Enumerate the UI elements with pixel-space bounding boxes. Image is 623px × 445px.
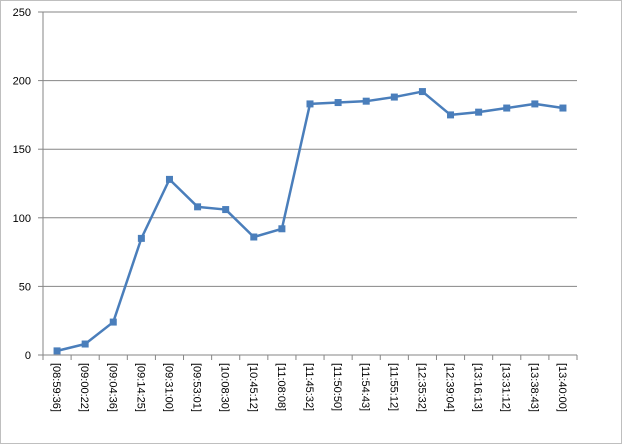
x-tick-label: [09:14:25] bbox=[134, 363, 146, 412]
data-marker bbox=[81, 340, 89, 348]
data-marker bbox=[109, 318, 117, 326]
x-tick-label: [13:38:43] bbox=[528, 363, 540, 412]
x-tick-label: [10:08:30] bbox=[219, 363, 231, 412]
x-tick-label: [09:00:22] bbox=[78, 363, 90, 412]
data-marker bbox=[250, 233, 258, 241]
x-tick-label: [11:45:32] bbox=[303, 363, 315, 411]
x-tick-label: [11:50:50] bbox=[331, 363, 343, 411]
data-marker bbox=[334, 99, 342, 107]
data-marker bbox=[447, 111, 455, 119]
data-marker bbox=[194, 203, 202, 211]
x-tick-label: [10:45:12] bbox=[247, 363, 259, 412]
data-marker bbox=[306, 100, 314, 108]
data-marker bbox=[475, 108, 483, 116]
x-tick-label: [09:31:00] bbox=[162, 363, 174, 412]
data-marker bbox=[165, 175, 173, 183]
y-tick-label: 150 bbox=[13, 144, 31, 156]
x-tick-label: [13:16:13] bbox=[472, 363, 484, 412]
x-tick-label: [11:08:08] bbox=[275, 363, 287, 411]
data-marker bbox=[137, 234, 145, 242]
x-tick-label: [08:59:36] bbox=[50, 363, 62, 412]
y-tick-label: 250 bbox=[13, 7, 31, 19]
x-tick-label: [09:53:01] bbox=[191, 363, 203, 412]
data-marker bbox=[222, 206, 230, 214]
data-marker bbox=[278, 225, 286, 233]
x-tick-label: [12:35:32] bbox=[415, 363, 427, 412]
x-tick-label: [11:54:43] bbox=[359, 363, 371, 411]
data-marker bbox=[559, 104, 567, 112]
data-marker bbox=[362, 97, 370, 105]
x-tick-label: [12:39:04] bbox=[444, 363, 456, 412]
x-tick-label: [13:31:12] bbox=[500, 363, 512, 412]
data-marker bbox=[53, 347, 61, 355]
y-tick-label: 200 bbox=[13, 76, 31, 88]
x-tick-label: [09:04:36] bbox=[106, 363, 118, 412]
y-tick-label: 50 bbox=[19, 281, 31, 293]
data-marker bbox=[418, 88, 426, 96]
data-marker bbox=[503, 104, 511, 112]
data-marker bbox=[390, 93, 398, 101]
x-tick-label: [11:55:12] bbox=[387, 363, 399, 411]
y-tick-label: 0 bbox=[25, 350, 31, 362]
data-marker bbox=[531, 100, 539, 108]
y-tick-label: 100 bbox=[13, 213, 31, 225]
x-tick-label: [13:40:00] bbox=[556, 363, 568, 412]
